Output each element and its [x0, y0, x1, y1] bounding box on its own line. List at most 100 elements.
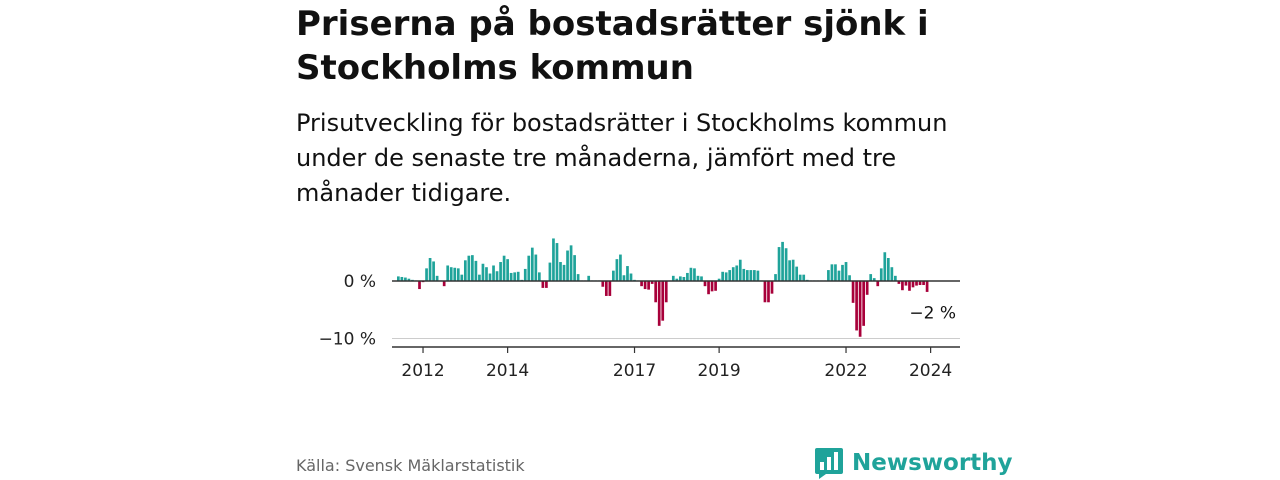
bar: [541, 281, 545, 288]
bar: [753, 270, 756, 281]
bar: [851, 281, 855, 303]
bar: [883, 252, 887, 281]
chart-subtitle: Prisutveckling för bostadsrätter i Stock…: [296, 109, 948, 207]
bar: [679, 276, 682, 281]
x-tick-label: 2012: [401, 361, 444, 381]
bar: [869, 274, 873, 281]
bar: [714, 281, 717, 291]
bar: [612, 270, 615, 281]
bar: [834, 264, 837, 282]
y-tick-label: 0 %: [344, 272, 376, 292]
bar: [428, 258, 432, 281]
bar: [664, 281, 668, 303]
bar: [530, 247, 534, 281]
bar: [545, 281, 548, 288]
x-tick-label: 2024: [909, 361, 952, 381]
bar: [795, 266, 799, 282]
bar: [728, 270, 732, 281]
bar: [827, 270, 830, 281]
bar: [608, 281, 612, 296]
bar: [696, 275, 700, 281]
bar: [492, 265, 495, 282]
bar: [707, 281, 710, 295]
bar: [449, 267, 453, 281]
x-tick-label: 2014: [486, 361, 529, 381]
bar: [735, 265, 739, 282]
bar: [460, 274, 464, 281]
bar: [703, 281, 707, 287]
bar: [862, 281, 865, 326]
bar: [506, 259, 509, 281]
bar: [767, 281, 770, 303]
bar: [897, 281, 901, 284]
bar: [844, 262, 848, 281]
bar: [425, 268, 428, 281]
bar: [418, 281, 421, 290]
bar: [918, 281, 922, 286]
bar: [686, 272, 689, 281]
bar: [745, 270, 749, 281]
x-tick-label: 2017: [613, 361, 656, 381]
bar: [781, 241, 784, 281]
bar: [784, 248, 788, 281]
bar: [858, 281, 862, 337]
brand-logo[interactable]: Newsworthy: [814, 446, 1013, 480]
bar: [643, 281, 647, 290]
bar: [742, 268, 746, 281]
bar: [901, 281, 904, 291]
bar: [756, 270, 760, 281]
bar: [495, 271, 499, 282]
bar-chart: 0 % −10 % 2012 2014 2017 2019 2022 2024 −2 %: [319, 238, 960, 381]
bar: [675, 278, 679, 281]
bar: [837, 270, 841, 281]
bar: [527, 255, 531, 281]
bar: [763, 281, 767, 303]
bar: [400, 276, 404, 281]
bar: [671, 275, 675, 281]
bar: [435, 275, 439, 281]
bar: [872, 278, 876, 282]
bar: [876, 281, 880, 287]
bar: [474, 260, 478, 282]
chart-title: Priserna på bostadsrätter sjönk i Stockh…: [296, 4, 929, 88]
bar: [654, 281, 658, 303]
bar: [777, 247, 781, 281]
bar: [432, 261, 435, 281]
bar: [499, 262, 502, 281]
bar: [802, 274, 806, 281]
x-tick-label: 2022: [824, 361, 867, 381]
bar: [770, 281, 774, 294]
bar: [894, 275, 897, 281]
bar: [442, 281, 446, 287]
bar: [471, 255, 474, 282]
bar: [731, 267, 735, 281]
bar: [661, 281, 665, 321]
bar: [640, 281, 643, 287]
bar: [717, 278, 721, 281]
bar: [724, 272, 728, 282]
x-tick-label: 2019: [697, 361, 740, 381]
bar: [911, 281, 915, 288]
bar: [721, 271, 724, 281]
bar: [749, 270, 753, 281]
bar: [865, 281, 869, 295]
bar: [626, 266, 629, 281]
bar: [841, 264, 844, 281]
bar: [657, 281, 661, 326]
bar: [552, 238, 555, 281]
bar: [562, 264, 566, 281]
bar: [397, 276, 400, 281]
bar: [467, 255, 471, 281]
bar: [463, 260, 467, 281]
bar: [509, 272, 513, 281]
bar: [925, 281, 929, 292]
bar: [566, 250, 569, 281]
bar: [555, 243, 559, 281]
bar: [915, 281, 918, 286]
bar: [879, 268, 883, 281]
bar: [573, 255, 576, 282]
bar: [890, 267, 894, 281]
bar: [456, 268, 460, 281]
bar: [516, 271, 520, 281]
bar: [619, 254, 622, 281]
